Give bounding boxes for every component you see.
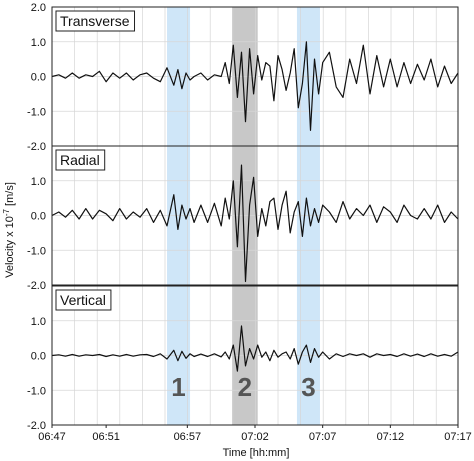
x-tick-label: 07:17 — [444, 431, 472, 443]
x-tick-label: 07:02 — [241, 431, 269, 443]
y-tick-label: 0.0 — [31, 351, 46, 363]
series-line-transverse — [51, 41, 459, 131]
x-tick-label: 06:57 — [174, 431, 202, 443]
y-tick-label: -2.0 — [27, 141, 46, 153]
y-tick-label: 1.0 — [31, 37, 46, 49]
x-axis-ticks: 06:47 06:51 06:57 07:02 07:07 07:12 07:17 — [38, 425, 472, 443]
band-label-3: 3 — [301, 372, 315, 402]
panel-title: Transverse — [60, 13, 130, 29]
y-axis-label-main: Velocity x 10 — [4, 216, 16, 278]
x-tick-label: 06:47 — [38, 431, 66, 443]
panel-title-box — [55, 10, 136, 32]
series-line-radial — [51, 164, 459, 283]
band-labels: 1 2 3 — [171, 372, 315, 402]
band-label-1: 1 — [171, 372, 185, 402]
x-tick-label: 07:12 — [377, 431, 405, 443]
y-tick-label: -2.0 — [27, 420, 46, 432]
y-axis-label-exponent: -7 — [2, 208, 11, 216]
band-label-2: 2 — [238, 372, 252, 402]
y-tick-label: -2.0 — [27, 280, 46, 292]
y-tick-label: 0.0 — [31, 72, 46, 84]
x-tick-label: 06:51 — [92, 431, 120, 443]
grid-lines — [52, 7, 458, 425]
panels: 2.0 1.0 0.0 -1.0 -2.0 1.0 0.0 -1.0 -2.0 1.0 0.0 -1.… — [27, 2, 459, 432]
y-tick-label: 0.0 — [31, 211, 46, 223]
panel-frame — [51, 145, 459, 286]
panel-title-box — [55, 149, 106, 171]
y-tick-label: -1.0 — [27, 106, 46, 118]
y-tick-label: 1.0 — [31, 316, 46, 328]
y-tick-label: -1.0 — [27, 245, 46, 257]
series-line-vertical — [51, 325, 459, 372]
panel-title: Radial — [60, 152, 100, 168]
y-axis-label: Velocity x 10-7 [m/s] — [2, 182, 16, 278]
y-axis-label-unit: [m/s] — [4, 182, 16, 209]
y-tick-label: -1.0 — [27, 385, 46, 397]
x-tick-label: 07:07 — [309, 431, 337, 443]
y-tick-label: 1.0 — [31, 176, 46, 188]
panel-title-box — [55, 289, 112, 311]
x-axis-label: Time [hh:mm] — [223, 447, 290, 459]
panel-title: Vertical — [60, 292, 106, 308]
y-tick-label: 2.0 — [31, 2, 46, 14]
